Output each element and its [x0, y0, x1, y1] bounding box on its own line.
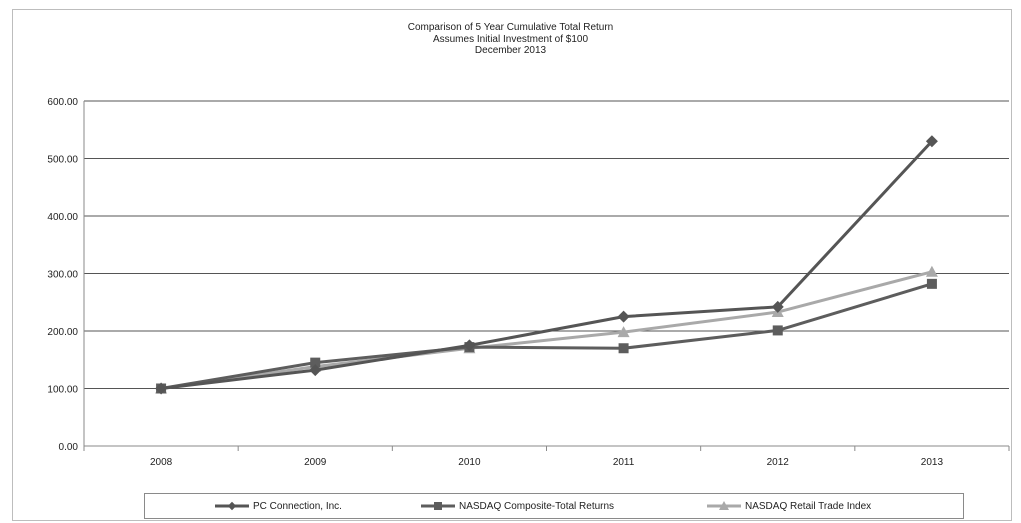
point-nasdaq-composite: [310, 357, 321, 368]
legend-item-pc-connection: PC Connection, Inc.: [215, 494, 342, 518]
legend-swatch-pc-connection: [215, 501, 249, 511]
legend-item-nasdaq-composite: NASDAQ Composite-Total Returns: [421, 494, 614, 518]
point-pc-connection: [617, 310, 630, 323]
legend-swatch-nasdaq-retail: [707, 501, 741, 510]
point-pc-connection: [925, 135, 938, 148]
legend-swatch-nasdaq-composite: [421, 502, 455, 510]
point-nasdaq-composite: [772, 325, 783, 336]
point-nasdaq-composite: [618, 343, 629, 354]
y-tick-label: 100.00: [47, 385, 78, 396]
series-line-nasdaq-composite: [160, 282, 933, 390]
point-pc-connection: [463, 339, 476, 352]
chart-date: December 2013: [474, 45, 547, 56]
legend-label-nasdaq-retail: NASDAQ Retail Trade Index: [745, 500, 872, 512]
chart-title-block: Comparison of 5 Year Cumulative Total Re…: [0, 22, 1021, 57]
point-pc-connection: [155, 382, 168, 395]
point-nasdaq-retail: [617, 326, 630, 338]
chart-title: Comparison of 5 Year Cumulative Total Re…: [407, 22, 614, 33]
point-nasdaq-retail: [925, 265, 938, 277]
y-tick-label: 200.00: [47, 327, 78, 338]
y-tick-label: 600.00: [47, 97, 78, 108]
legend: PC Connection, Inc. NASDAQ Composite-Tot…: [144, 493, 964, 519]
series-line-nasdaq-retail: [160, 270, 933, 390]
legend-label-nasdaq-composite: NASDAQ Composite-Total Returns: [459, 500, 615, 512]
x-tick-label: 2011: [613, 457, 635, 468]
y-tick-label: 400.00: [47, 212, 78, 223]
legend-label-pc-connection: PC Connection, Inc.: [253, 500, 342, 512]
chart-frame: [12, 9, 1012, 521]
x-tick-label: 2012: [767, 457, 790, 468]
chart-subtitle: Assumes Initial Investment of $100: [432, 33, 589, 45]
y-tick-label: 0.00: [59, 442, 79, 453]
point-pc-connection: [771, 300, 784, 313]
x-tick-label: 2010: [458, 457, 481, 468]
point-pc-connection: [309, 364, 322, 377]
y-tick-label: 300.00: [47, 270, 78, 281]
legend-item-nasdaq-retail: NASDAQ Retail Trade Index: [707, 494, 871, 518]
point-nasdaq-composite: [926, 278, 937, 289]
series-line-pc-connection: [160, 140, 934, 390]
y-tick-label: 500.00: [47, 155, 78, 166]
x-tick-label: 2009: [304, 457, 327, 468]
x-tick-label: 2013: [921, 457, 944, 468]
x-tick-label: 2008: [150, 457, 173, 468]
